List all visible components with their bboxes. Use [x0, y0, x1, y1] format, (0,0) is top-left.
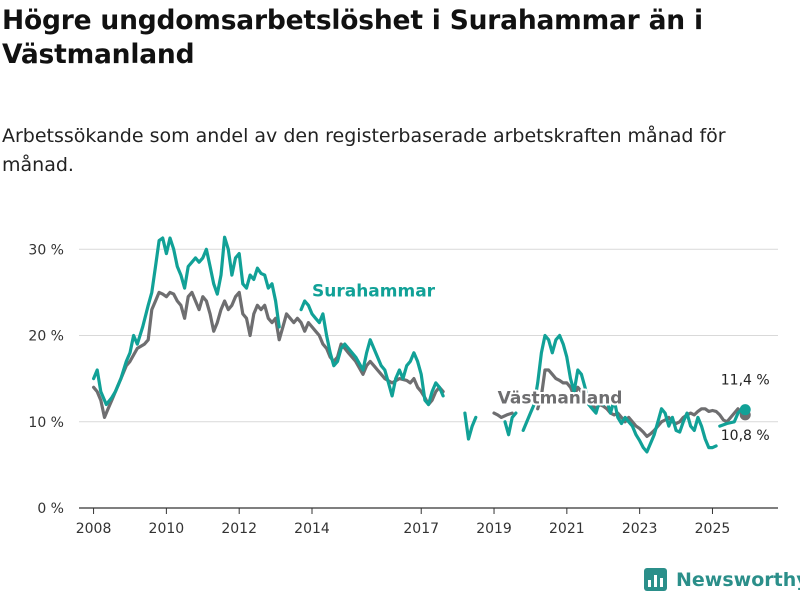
newsworthy-logo: Newsworthy [644, 568, 800, 591]
y-tick-label: 20 % [28, 329, 64, 345]
series-label: Surahammar [312, 282, 436, 302]
x-tick-label: 2023 [622, 521, 658, 537]
x-tick-label: 2012 [221, 521, 257, 537]
series-line-vastmanland [492, 411, 514, 419]
x-tick-label: 2019 [476, 521, 512, 537]
chart-axes: 0 % 10 % 20 % 30 % 2008 2010 2012 2014 2017 2019 2… [28, 242, 778, 537]
x-tick-label: 2025 [695, 521, 731, 537]
series-line-surahammar [503, 411, 518, 437]
series-line-surahammar [463, 411, 478, 441]
grid-lines [79, 248, 778, 423]
y-tick-label: 10 % [28, 415, 64, 431]
bar-chart-icon [644, 568, 667, 591]
end-point-marker [739, 404, 751, 416]
y-tick-label: 0 % [37, 501, 64, 517]
series-line-surahammar [299, 299, 445, 407]
series-line-vastmanland [92, 290, 445, 419]
series-labels: Surahammar Västmanland 11,4 % 10,8 % [310, 280, 771, 446]
series-line-surahammar [521, 333, 718, 454]
end-value-label: 10,8 % [721, 428, 770, 444]
brand-name: Newsworthy [676, 568, 800, 591]
series-lines [92, 235, 751, 454]
x-tick-label: 2021 [549, 521, 585, 537]
x-tick-label: 2008 [76, 521, 112, 537]
series-label: Västmanland [498, 389, 623, 409]
end-value-label: 11,4 % [721, 373, 770, 389]
x-tick-label: 2010 [149, 521, 185, 537]
x-tick-label: 2017 [403, 521, 439, 537]
x-tick-label: 2014 [294, 521, 330, 537]
series-line-surahammar [92, 235, 281, 407]
chart-subtitle: Arbetssökande som andel av den registerb… [2, 125, 726, 176]
chart-title: Högre ungdomsarbetslöshet i Surahammar ä… [2, 5, 703, 70]
y-tick-label: 30 % [28, 242, 64, 258]
series-line-vastmanland [536, 368, 747, 438]
